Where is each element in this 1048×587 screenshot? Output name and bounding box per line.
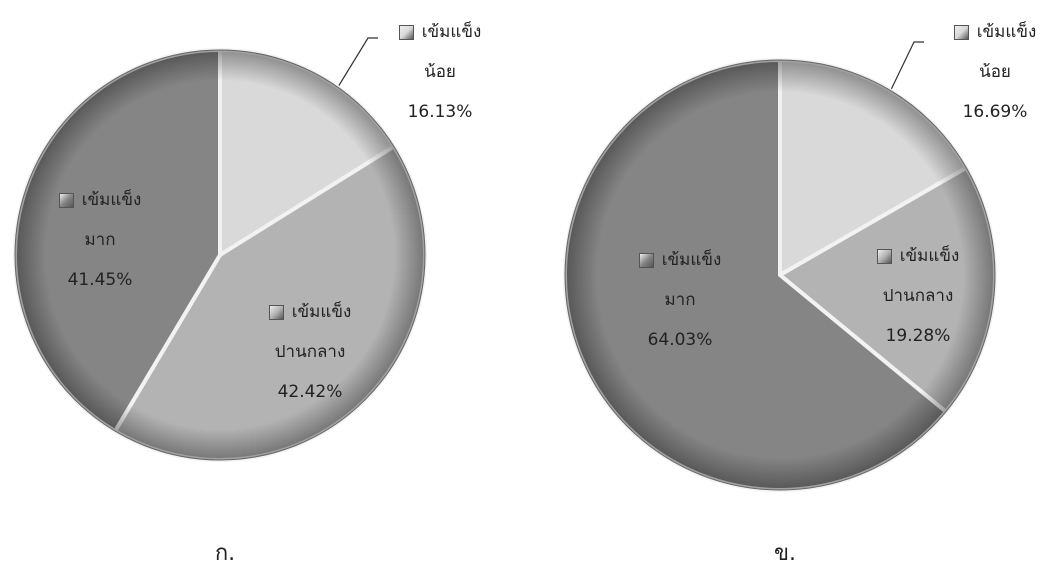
legend-marker bbox=[876, 248, 892, 264]
value-label: 19.28% bbox=[885, 326, 951, 346]
slice-label: เข้มแข็ง ปานกลาง 19.28% bbox=[859, 236, 977, 356]
slice-label: เข้มแข็ง มาก 64.03% bbox=[621, 240, 739, 360]
category-label: เข้มแข็ง น้อย bbox=[976, 22, 1037, 82]
value-label: 16.13% bbox=[407, 102, 473, 122]
slice-label: เข้มแข็ง น้อย 16.13% bbox=[381, 12, 499, 132]
category-label: เข้มแข็ง มาก bbox=[81, 190, 142, 250]
slice-label: เข้มแข็ง น้อย 16.69% bbox=[936, 12, 1048, 132]
category-label: เข้มแข็ง ปานกลาง bbox=[274, 302, 352, 362]
slice-label: เข้มแข็ง ปานกลาง 42.42% bbox=[251, 292, 369, 412]
category-label: เข้มแข็ง ปานกลาง bbox=[882, 246, 960, 306]
legend-marker bbox=[638, 252, 654, 268]
value-label: 41.45% bbox=[67, 270, 133, 290]
leader-line bbox=[329, 37, 378, 101]
caption: ก. bbox=[214, 541, 236, 566]
pie-bevel bbox=[14, 49, 426, 461]
legend-marker bbox=[268, 304, 284, 320]
value-label: 64.03% bbox=[647, 330, 713, 350]
slice-label: เข้มแข็ง มาก 41.45% bbox=[41, 180, 159, 300]
caption: ข. bbox=[773, 541, 797, 566]
leader-line bbox=[887, 41, 924, 97]
value-label: 42.42% bbox=[277, 382, 343, 402]
legend-marker bbox=[58, 192, 74, 208]
pie-bevel bbox=[564, 59, 996, 491]
legend-marker bbox=[398, 24, 414, 40]
category-label: เข้มแข็ง น้อย bbox=[421, 22, 482, 82]
category-label: เข้มแข็ง มาก bbox=[661, 250, 722, 310]
value-label: 16.69% bbox=[962, 102, 1028, 122]
legend-marker bbox=[953, 24, 969, 40]
